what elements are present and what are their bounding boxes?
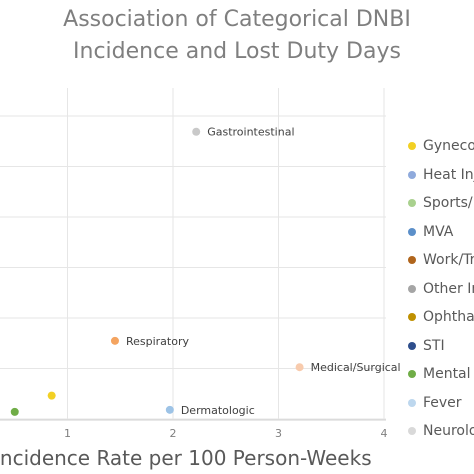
data-point	[110, 336, 119, 345]
legend-label: Work/Tr	[423, 252, 474, 268]
legend-item: Neurolo	[408, 419, 474, 443]
x-axis-label: Incidence Rate per 100 Person-Weeks	[0, 446, 372, 470]
legend-marker	[408, 284, 416, 293]
data-label: Respiratory	[126, 335, 190, 348]
legend-item: MVA	[408, 220, 453, 244]
legend-label: Neurolo	[423, 423, 474, 439]
legend-label: Heat Inj	[423, 166, 474, 183]
x-tick-label: 1	[64, 427, 71, 440]
chart-title-line-2: Incidence and Lost Duty Days	[73, 39, 401, 64]
data-point	[47, 391, 56, 400]
legend-marker	[408, 341, 416, 350]
x-tick-label: 3	[275, 427, 282, 440]
legend-marker	[408, 256, 416, 264]
legend-item: Fever	[408, 391, 462, 415]
data-point	[165, 405, 174, 414]
legend-marker	[408, 427, 416, 435]
legend-marker	[408, 313, 416, 321]
legend-label: STI	[423, 337, 445, 354]
legend-marker	[408, 398, 416, 407]
legend-item: Heat Inj	[408, 163, 474, 187]
legend-item: Gynecolo	[408, 134, 474, 158]
legend-label: Gynecolo	[423, 138, 474, 154]
legend-marker	[408, 170, 416, 179]
legend-label: MVA	[423, 223, 454, 240]
legend-label: Ophthal	[423, 309, 474, 325]
legend-marker	[408, 199, 416, 207]
x-tick-label: 2	[170, 427, 177, 440]
legend-item: STI	[408, 334, 445, 358]
legend-label: Other In	[423, 280, 474, 297]
legend-label: Sports/R	[423, 195, 474, 211]
data-label: Medical/Surgical	[311, 361, 401, 374]
x-tick-label: 4	[381, 427, 388, 440]
legend-marker	[408, 142, 416, 150]
chart-title-line-1: Association of Categorical DNBI	[63, 7, 411, 32]
data-point	[192, 127, 201, 136]
legend-item: Work/Tr	[408, 248, 474, 272]
legend-item: Other In	[408, 277, 474, 301]
legend-item: Ophthal	[408, 305, 474, 329]
data-point	[295, 363, 304, 372]
legend-item: Mental	[408, 362, 471, 386]
data-label: Gastrointestinal	[207, 126, 294, 139]
legend-label: Mental	[423, 366, 471, 382]
legend-item: Sports/R	[408, 191, 474, 215]
data-point	[10, 407, 19, 416]
data-label: Dermatologic	[181, 404, 255, 417]
legend-marker	[408, 227, 416, 236]
legend-marker	[408, 370, 416, 378]
legend-label: Fever	[423, 394, 462, 411]
